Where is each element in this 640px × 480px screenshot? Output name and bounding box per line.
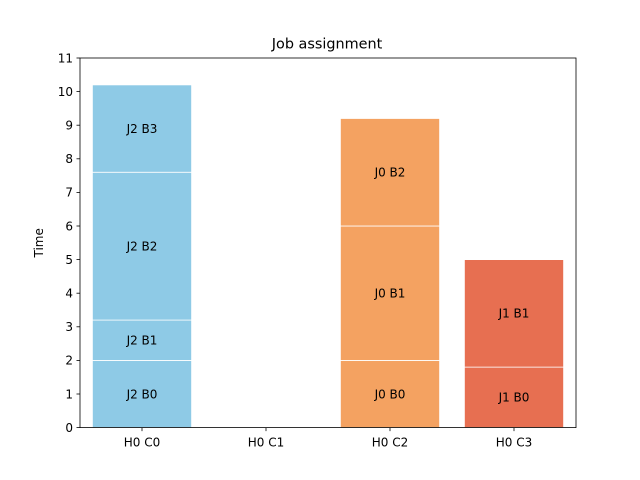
bar-segment — [92, 359, 192, 428]
bar-segment — [339, 225, 440, 361]
bar-segment — [339, 359, 440, 428]
bar-segment-label: J2 B1 — [126, 334, 158, 348]
bar-segment-label: J0 B0 — [374, 387, 406, 401]
bar-segment — [463, 366, 564, 428]
bar-segment-label: J1 B0 — [498, 391, 530, 405]
bar-segment-label: J1 B1 — [498, 307, 530, 321]
y-axis-label: Time — [32, 228, 46, 258]
y-tick-label: 9 — [65, 119, 73, 133]
bar-segment — [92, 319, 192, 361]
plot-frame — [79, 57, 577, 429]
x-axis: H0 C0 H0 C1 H0 C2 H0 C3 — [124, 427, 533, 450]
y-tick-label: 4 — [65, 287, 73, 301]
bar-segment — [463, 259, 564, 368]
y-tick-label: 0 — [65, 421, 73, 435]
y-tick-label: 3 — [65, 320, 73, 334]
y-tick-label: 5 — [65, 253, 73, 267]
x-tick-label: H0 C2 — [372, 436, 409, 450]
y-tick-label: 2 — [65, 354, 73, 368]
bar-segment-label: J0 B2 — [374, 166, 406, 180]
bars-group: J2 B0 J2 B1 J2 B2 J2 B3 J0 B0 J0 B1 J0 B2 J1 B0… — [92, 84, 564, 428]
x-tick-label: H0 C0 — [124, 436, 161, 450]
chart-title: Job assignment — [271, 37, 383, 53]
y-tick-label: 7 — [65, 186, 73, 200]
y-tick-label: 11 — [58, 51, 73, 65]
bar-segment-label: J2 B0 — [126, 387, 158, 401]
y-axis: 0 1 2 3 4 5 6 7 8 9 10 11 — [58, 51, 80, 435]
y-tick-label: 8 — [65, 152, 73, 166]
y-tick-label: 1 — [65, 387, 73, 401]
x-tick-label: H0 C3 — [496, 436, 533, 450]
bar-segment-label: J2 B2 — [126, 239, 158, 253]
bar-segment-label: J0 B1 — [374, 287, 406, 301]
bar-segment — [339, 118, 440, 227]
bar-segment — [92, 84, 192, 173]
y-tick-label: 6 — [65, 219, 73, 233]
x-tick-label: H0 C1 — [248, 436, 285, 450]
y-tick-label: 10 — [58, 85, 73, 99]
bar-segment-label: J2 B3 — [126, 122, 158, 136]
